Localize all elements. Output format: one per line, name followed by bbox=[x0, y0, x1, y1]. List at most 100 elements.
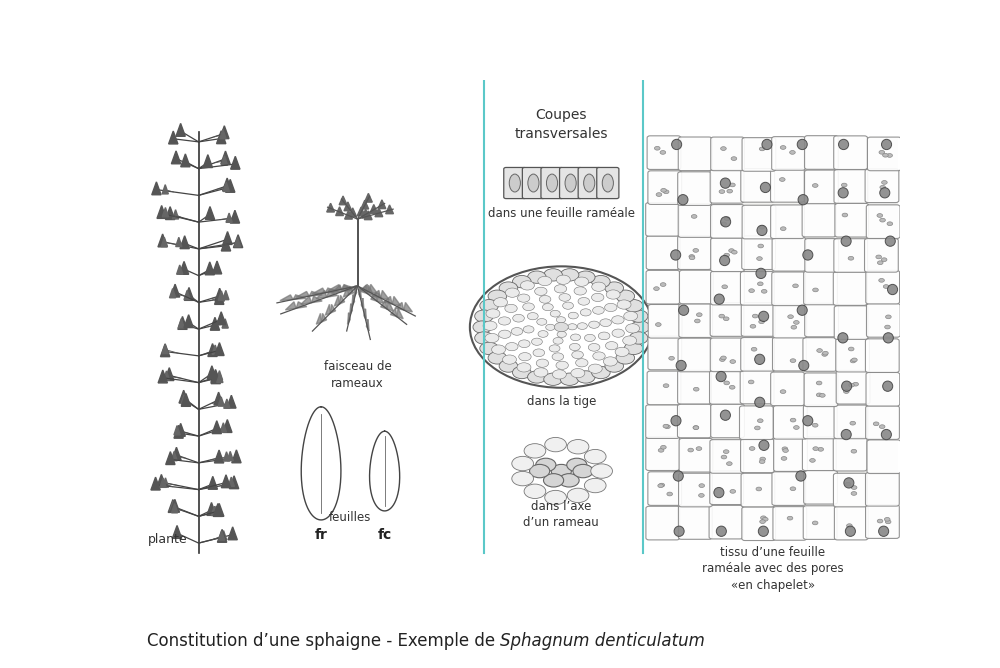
Circle shape bbox=[663, 190, 669, 194]
FancyBboxPatch shape bbox=[597, 168, 619, 198]
Circle shape bbox=[663, 384, 669, 387]
Ellipse shape bbox=[592, 282, 606, 291]
Ellipse shape bbox=[550, 311, 560, 317]
Circle shape bbox=[724, 217, 730, 220]
FancyBboxPatch shape bbox=[648, 336, 682, 370]
FancyBboxPatch shape bbox=[865, 169, 899, 202]
FancyBboxPatch shape bbox=[771, 205, 804, 238]
Polygon shape bbox=[330, 305, 336, 313]
Circle shape bbox=[669, 357, 674, 360]
Circle shape bbox=[719, 314, 725, 318]
FancyBboxPatch shape bbox=[804, 271, 837, 305]
Ellipse shape bbox=[672, 140, 682, 150]
FancyBboxPatch shape bbox=[710, 338, 744, 371]
Circle shape bbox=[757, 282, 763, 286]
Circle shape bbox=[543, 474, 564, 487]
Polygon shape bbox=[354, 286, 355, 297]
Circle shape bbox=[658, 448, 664, 452]
Ellipse shape bbox=[880, 188, 890, 198]
Ellipse shape bbox=[624, 311, 638, 321]
Ellipse shape bbox=[498, 317, 511, 325]
Ellipse shape bbox=[716, 371, 726, 381]
Polygon shape bbox=[339, 196, 347, 205]
Circle shape bbox=[758, 244, 764, 248]
Circle shape bbox=[719, 190, 725, 194]
Polygon shape bbox=[174, 426, 180, 435]
Circle shape bbox=[759, 320, 764, 324]
Ellipse shape bbox=[624, 299, 643, 312]
Polygon shape bbox=[184, 291, 190, 300]
FancyBboxPatch shape bbox=[578, 168, 600, 198]
Ellipse shape bbox=[528, 271, 546, 283]
Ellipse shape bbox=[720, 410, 730, 420]
Ellipse shape bbox=[523, 326, 534, 333]
FancyBboxPatch shape bbox=[710, 371, 743, 404]
Text: dans l’axe
d’un rameau: dans l’axe d’un rameau bbox=[523, 500, 599, 530]
FancyBboxPatch shape bbox=[774, 438, 807, 472]
Circle shape bbox=[842, 213, 848, 217]
Polygon shape bbox=[364, 309, 365, 318]
Polygon shape bbox=[176, 237, 182, 246]
Ellipse shape bbox=[537, 319, 547, 325]
Ellipse shape bbox=[499, 282, 518, 294]
Circle shape bbox=[883, 154, 888, 157]
Polygon shape bbox=[208, 476, 217, 489]
Ellipse shape bbox=[588, 343, 600, 351]
Polygon shape bbox=[360, 285, 369, 292]
Circle shape bbox=[877, 519, 883, 523]
Circle shape bbox=[752, 314, 758, 318]
Ellipse shape bbox=[626, 324, 640, 333]
FancyBboxPatch shape bbox=[805, 170, 838, 204]
Polygon shape bbox=[181, 395, 187, 404]
Ellipse shape bbox=[571, 369, 585, 377]
Circle shape bbox=[761, 289, 767, 293]
Ellipse shape bbox=[605, 341, 618, 350]
Circle shape bbox=[810, 458, 815, 462]
Polygon shape bbox=[232, 450, 241, 463]
Polygon shape bbox=[217, 373, 223, 383]
FancyBboxPatch shape bbox=[835, 204, 869, 237]
Ellipse shape bbox=[523, 303, 534, 311]
Circle shape bbox=[873, 422, 879, 426]
Circle shape bbox=[876, 255, 881, 259]
Ellipse shape bbox=[485, 333, 499, 343]
Ellipse shape bbox=[505, 288, 519, 297]
Polygon shape bbox=[390, 308, 397, 317]
Ellipse shape bbox=[888, 285, 898, 295]
Polygon shape bbox=[327, 203, 334, 212]
Polygon shape bbox=[368, 319, 369, 331]
Ellipse shape bbox=[519, 353, 531, 361]
Polygon shape bbox=[176, 124, 185, 136]
FancyBboxPatch shape bbox=[804, 136, 838, 169]
Polygon shape bbox=[370, 204, 378, 213]
Polygon shape bbox=[230, 210, 240, 223]
Ellipse shape bbox=[798, 194, 808, 205]
Circle shape bbox=[794, 321, 799, 324]
Polygon shape bbox=[215, 291, 224, 305]
Circle shape bbox=[749, 447, 755, 450]
FancyBboxPatch shape bbox=[647, 136, 681, 170]
Ellipse shape bbox=[879, 526, 889, 536]
Polygon shape bbox=[316, 291, 327, 299]
Ellipse shape bbox=[499, 360, 518, 372]
Polygon shape bbox=[178, 317, 187, 329]
FancyBboxPatch shape bbox=[836, 339, 869, 372]
Polygon shape bbox=[349, 313, 350, 322]
Polygon shape bbox=[221, 151, 230, 164]
Polygon shape bbox=[177, 265, 183, 275]
Circle shape bbox=[886, 315, 891, 319]
Ellipse shape bbox=[797, 140, 807, 150]
Circle shape bbox=[850, 359, 856, 363]
FancyBboxPatch shape bbox=[742, 205, 776, 239]
Ellipse shape bbox=[576, 371, 595, 383]
FancyBboxPatch shape bbox=[866, 271, 900, 304]
Polygon shape bbox=[223, 291, 229, 300]
Polygon shape bbox=[203, 155, 212, 168]
Polygon shape bbox=[377, 293, 384, 303]
Polygon shape bbox=[211, 371, 220, 383]
Ellipse shape bbox=[513, 315, 524, 322]
Polygon shape bbox=[362, 209, 370, 218]
Text: dans la tige: dans la tige bbox=[527, 395, 596, 408]
Text: fc: fc bbox=[378, 528, 392, 542]
Circle shape bbox=[724, 381, 729, 385]
